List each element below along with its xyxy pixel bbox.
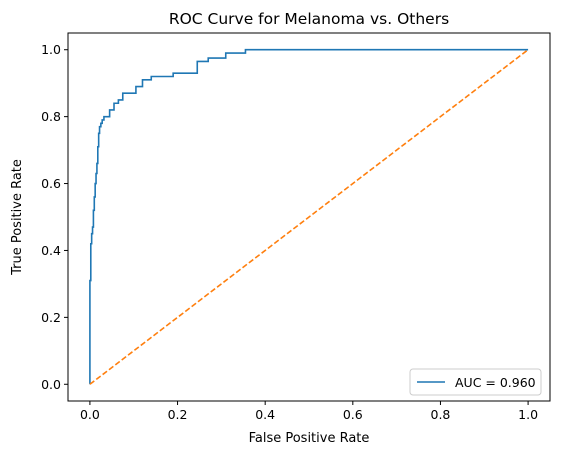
y-axis-ticks: 0.0 0.2 0.4 0.6 0.8 1.0: [41, 42, 68, 392]
chance-diagonal-line: [89, 49, 529, 385]
y-tick-label: 0.4: [41, 243, 61, 258]
roc-curve-line: [89, 48, 529, 385]
legend-box: [409, 368, 542, 396]
x-axis-ticks: 0.0 0.2 0.4 0.6 0.8 1.0: [80, 401, 538, 422]
x-tick-label: 0.8: [431, 407, 451, 422]
y-tick-label: 0.8: [41, 109, 61, 124]
plot-frame: [67, 32, 551, 402]
x-tick-label: 1.0: [518, 407, 538, 422]
y-tick-label: 0.0: [41, 377, 61, 392]
plot-lines: [89, 48, 529, 385]
chart-title: ROC Curve for Melanoma vs. Others: [169, 10, 449, 28]
x-tick-label: 0.2: [168, 407, 188, 422]
x-tick-label: 0.0: [80, 407, 100, 422]
legend: AUC = 0.960: [409, 368, 542, 396]
legend-label-auc: AUC = 0.960: [455, 375, 536, 390]
y-tick-label: 1.0: [41, 42, 61, 57]
x-tick-label: 0.4: [255, 407, 275, 422]
y-axis-label: True Positive Rate: [10, 159, 25, 276]
y-tick-label: 0.6: [41, 176, 61, 191]
y-tick-label: 0.2: [41, 310, 61, 325]
x-tick-label: 0.6: [343, 407, 363, 422]
x-axis-label: False Positive Rate: [249, 431, 370, 446]
